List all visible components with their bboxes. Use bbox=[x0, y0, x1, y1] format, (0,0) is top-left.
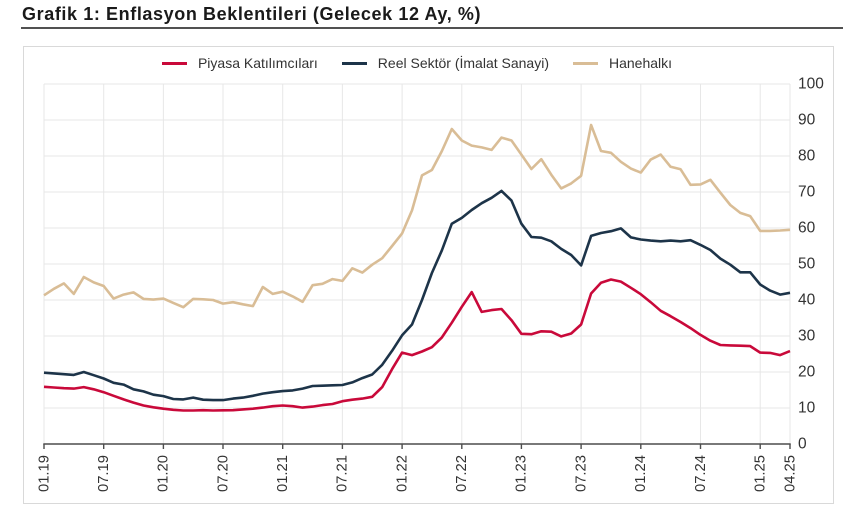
svg-text:01.21: 01.21 bbox=[275, 455, 291, 492]
svg-text:07.23: 07.23 bbox=[573, 455, 589, 492]
svg-text:07.20: 07.20 bbox=[215, 455, 231, 492]
svg-text:01.23: 01.23 bbox=[514, 455, 530, 492]
svg-text:0: 0 bbox=[798, 435, 807, 452]
svg-text:01.20: 01.20 bbox=[156, 455, 172, 492]
svg-text:07.22: 07.22 bbox=[454, 455, 470, 492]
svg-text:01.19: 01.19 bbox=[36, 455, 52, 492]
svg-text:01.24: 01.24 bbox=[633, 455, 649, 492]
svg-text:90: 90 bbox=[798, 111, 816, 128]
svg-text:04.25: 04.25 bbox=[782, 455, 798, 492]
svg-text:40: 40 bbox=[798, 291, 816, 308]
svg-text:07.21: 07.21 bbox=[335, 455, 351, 492]
svg-text:01.25: 01.25 bbox=[753, 455, 769, 492]
svg-text:60: 60 bbox=[798, 219, 816, 236]
svg-text:80: 80 bbox=[798, 147, 816, 164]
svg-text:01.22: 01.22 bbox=[394, 455, 410, 492]
svg-text:10: 10 bbox=[798, 399, 816, 416]
svg-text:50: 50 bbox=[798, 255, 816, 272]
svg-text:70: 70 bbox=[798, 183, 816, 200]
svg-text:100: 100 bbox=[798, 75, 824, 92]
svg-text:07.24: 07.24 bbox=[693, 455, 709, 492]
svg-text:07.19: 07.19 bbox=[96, 455, 112, 492]
svg-text:30: 30 bbox=[798, 327, 816, 344]
svg-text:20: 20 bbox=[798, 363, 816, 380]
